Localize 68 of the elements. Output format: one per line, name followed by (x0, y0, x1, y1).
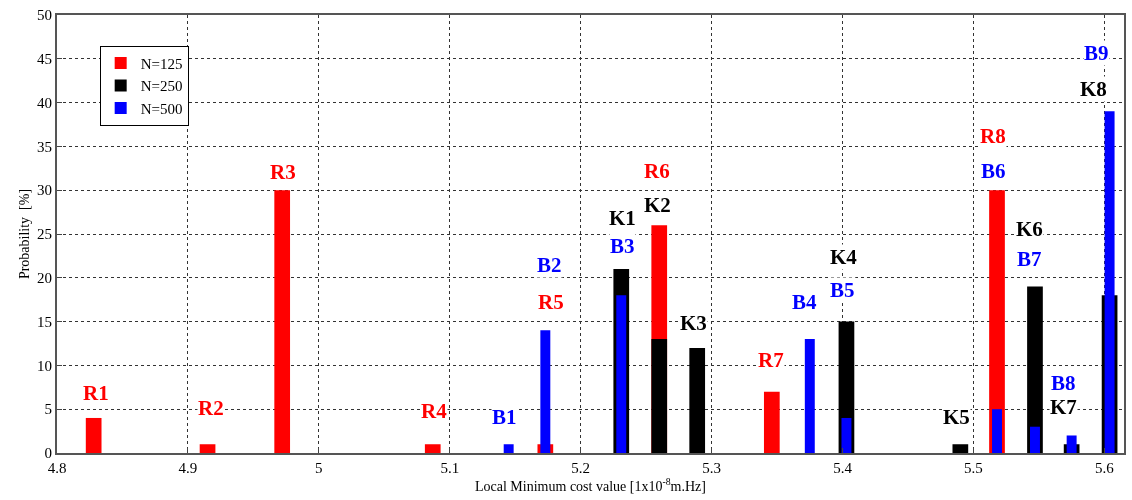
annotation: B8 (1051, 371, 1076, 395)
annotation: B2 (537, 253, 562, 277)
annotation: R2 (198, 396, 224, 420)
annotation: K2 (644, 193, 671, 217)
y-tick-label: 30 (37, 182, 52, 199)
x-axis-title: Local Minimum cost value [1x10$^{-8}$m.Hz] (475, 476, 706, 494)
y-tick-label: 15 (37, 313, 52, 330)
bar (992, 409, 1002, 453)
x-tick-label: 5 (315, 460, 323, 476)
annotation: K5 (943, 405, 970, 429)
bar (85, 417, 102, 453)
bar (841, 417, 852, 453)
annotation: B1 (492, 405, 517, 429)
y-tick-label: 25 (37, 226, 52, 243)
bar (804, 339, 815, 453)
y-tick-label: 10 (37, 357, 52, 374)
y-tick-label: 20 (37, 270, 52, 287)
y-tick-label: 35 (37, 138, 52, 155)
bar (651, 339, 668, 453)
y-tick-label: 45 (37, 51, 52, 68)
annotation: R4 (421, 399, 448, 423)
annotation: R6 (644, 159, 670, 183)
legend-label: N=250 (140, 78, 183, 95)
annotation: B5 (830, 278, 855, 302)
bar (1066, 435, 1077, 453)
x-tick-label: 5.2 (571, 460, 591, 476)
bar (424, 444, 441, 453)
bar (503, 444, 514, 453)
annotation: B4 (792, 290, 818, 314)
bar (1027, 286, 1043, 453)
x-tick-label: 4.8 (47, 460, 67, 476)
annotation: B3 (610, 234, 635, 258)
x-tick-label: 5.4 (833, 460, 853, 476)
annotation: K7 (1050, 395, 1077, 419)
bar (1030, 426, 1040, 453)
bar (540, 330, 551, 453)
annotation: R5 (538, 290, 564, 314)
bar (274, 190, 291, 453)
x-tick-label: 5.6 (1094, 460, 1115, 476)
x-tick-label: 5.3 (702, 460, 721, 476)
annotation: R8 (980, 124, 1006, 148)
bar (689, 347, 706, 453)
legend-label: N=500 (140, 100, 183, 117)
annotation: R1 (83, 381, 109, 405)
annotation: R7 (758, 348, 784, 372)
annotation: K4 (830, 245, 858, 269)
bar (1104, 111, 1115, 453)
annotation: K3 (680, 311, 707, 335)
x-tick-label: 4.9 (178, 460, 198, 476)
y-tick-label: 5 (44, 401, 52, 418)
y-tick-label: 40 (37, 94, 52, 111)
bar (199, 444, 216, 453)
y-tick-label: 0 (44, 445, 52, 462)
annotation: K1 (609, 206, 636, 230)
x-tick-label: 5.5 (964, 460, 983, 476)
annotation: K8 (1080, 77, 1107, 101)
annotation: B7 (1017, 247, 1042, 271)
legend-label: N=125 (140, 55, 183, 72)
x-tick-label: 5.1 (440, 460, 460, 476)
y-axis-title: Probability [%] (17, 188, 33, 280)
annotation: K6 (1016, 217, 1043, 241)
bar (952, 444, 969, 453)
y-tick-label: 50 (37, 7, 52, 24)
bar (763, 391, 780, 453)
bar (616, 295, 627, 453)
annotation: B9 (1084, 41, 1109, 65)
annotation: B6 (981, 159, 1006, 183)
annotation: R3 (270, 160, 296, 184)
